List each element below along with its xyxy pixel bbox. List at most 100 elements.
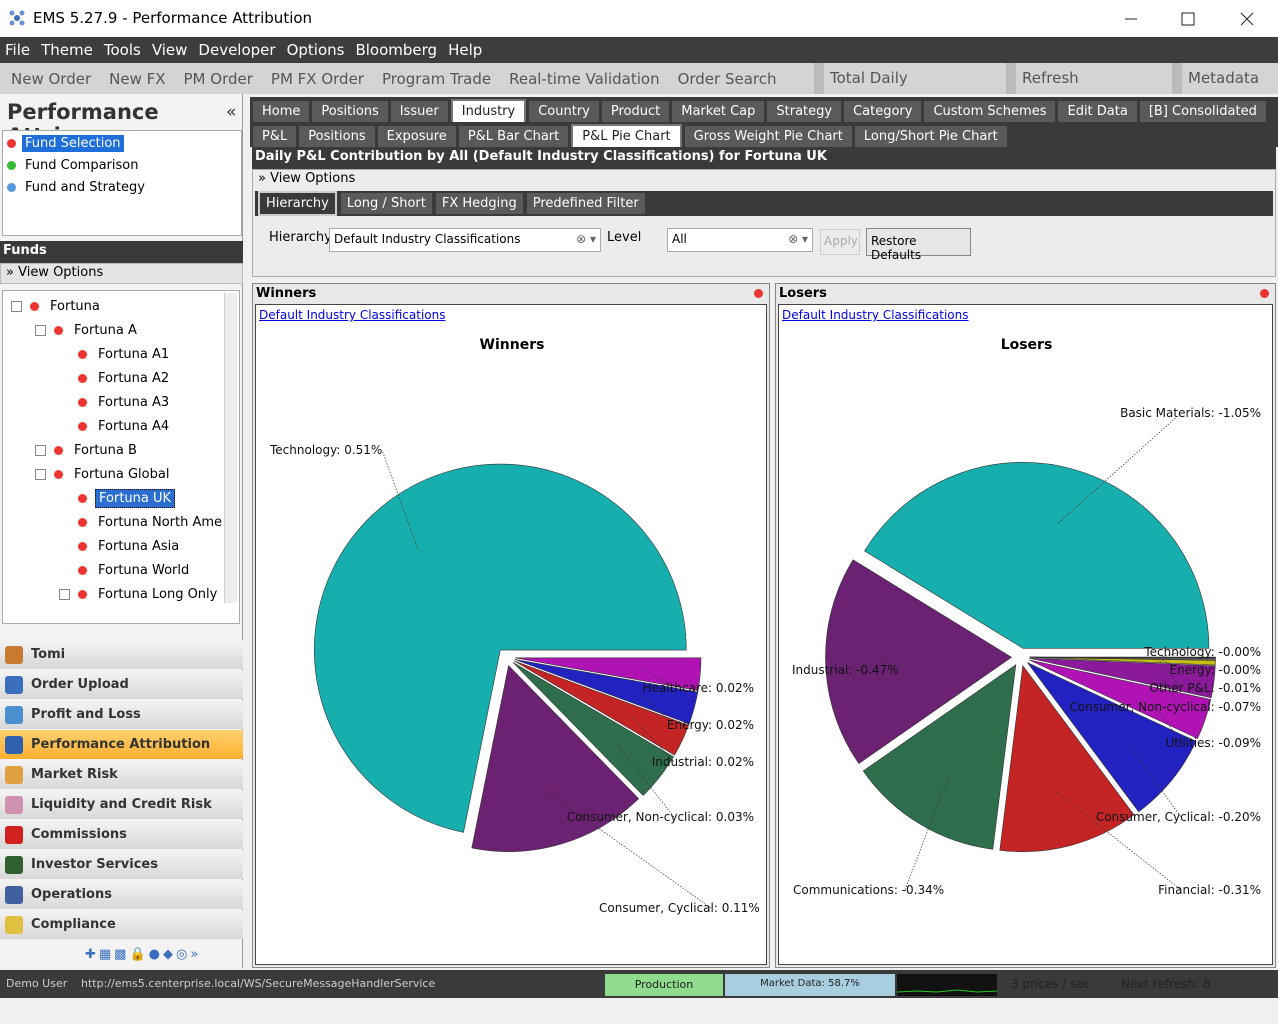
tab[interactable]: Positions (312, 101, 388, 122)
fund-icon (78, 373, 87, 383)
tab[interactable]: Industry (450, 99, 527, 122)
chart-title: Winners (480, 337, 545, 353)
tab[interactable]: Strategy (767, 101, 842, 122)
nav-item[interactable]: Fund Comparison (7, 155, 141, 175)
tab[interactable]: Market Cap (672, 101, 765, 122)
tab[interactable]: Gross Weight Pie Chart (684, 126, 852, 147)
menu-item[interactable]: Options (286, 41, 345, 59)
panel-title: Winners (256, 286, 317, 301)
tree-node[interactable]: Fortuna World (59, 559, 192, 581)
tree-node[interactable]: Fortuna B (35, 439, 140, 461)
tab[interactable]: Issuer (390, 101, 448, 122)
module-button[interactable]: Market Risk (0, 760, 243, 789)
tab[interactable]: Custom Schemes (924, 101, 1056, 122)
module-button[interactable]: Profit and Loss (0, 700, 243, 729)
tree-node[interactable]: Fortuna A4 (59, 415, 172, 437)
tab[interactable]: Positions (299, 126, 375, 147)
collapse-button[interactable]: « (226, 102, 237, 122)
tree-node[interactable]: Fortuna A3 (59, 391, 172, 413)
tree-node[interactable]: Fortuna North Ame (59, 511, 225, 533)
fund-icon (78, 493, 87, 503)
toolbar-button[interactable]: PM Order (183, 69, 253, 88)
toolbar-dropdown[interactable]: Refresh (1022, 69, 1079, 87)
toolbar-button[interactable]: PM FX Order (270, 69, 364, 88)
module-button[interactable]: Performance Attribution (0, 730, 243, 759)
classification-link[interactable]: Default Industry Classifications (782, 308, 969, 322)
clear-dropdown[interactable]: ⊗ ▾ (576, 232, 596, 246)
view-options-toggle[interactable]: » View Options (0, 263, 243, 284)
slice-label: Basic Materials: -1.05% (1120, 406, 1261, 420)
tab[interactable]: FX Hedging (435, 193, 523, 214)
clear-dropdown[interactable]: ⊗ ▾ (788, 232, 808, 246)
tab[interactable]: Category (844, 101, 922, 122)
toolbar-button[interactable]: Real-time Validation (509, 69, 660, 88)
scrollbar[interactable] (224, 293, 237, 603)
toolbar-button[interactable]: Order Search (677, 69, 777, 88)
toolbar-button[interactable]: Program Trade (381, 69, 492, 88)
module-button[interactable]: Liquidity and Credit Risk (0, 790, 243, 819)
close-dot[interactable] (1260, 289, 1269, 298)
nav-item[interactable]: Fund Selection (7, 133, 124, 153)
quick-icons[interactable]: ✚▦▩🔒●◆◎» (85, 947, 202, 962)
fund-icon (30, 301, 39, 311)
classification-link[interactable]: Default Industry Classifications (259, 308, 446, 322)
menu-item[interactable]: Developer (198, 41, 276, 59)
module-button[interactable]: Tomi (0, 640, 243, 669)
menu-item[interactable]: Help (448, 41, 483, 59)
leader-line (881, 660, 905, 671)
module-button[interactable]: Order Upload (0, 670, 243, 699)
tree-node[interactable]: Fortuna A (35, 319, 140, 341)
tree-node[interactable]: Fortuna Long Only (59, 583, 220, 605)
apply-button[interactable]: Apply (820, 229, 860, 255)
tab[interactable]: Country (529, 101, 599, 122)
tree-node[interactable]: Fortuna Asia (59, 535, 182, 557)
expander[interactable] (35, 468, 46, 480)
menu-item[interactable]: Bloomberg (355, 41, 438, 59)
tree-node[interactable]: Fortuna A1 (59, 343, 172, 365)
tree-node[interactable]: Fortuna A2 (59, 367, 172, 389)
tree-node[interactable]: Fortuna Global (35, 463, 172, 485)
toolbar-dropdown[interactable]: Metadata (1188, 69, 1260, 87)
window-controls[interactable] (1115, 8, 1265, 30)
menu-item[interactable]: File (5, 41, 31, 59)
leader-line (1055, 791, 1182, 891)
fund-icon (78, 349, 87, 359)
tab[interactable]: Hierarchy (258, 191, 337, 216)
module-button[interactable]: Investor Services (0, 850, 243, 879)
tab[interactable]: Predefined Filter (526, 193, 645, 214)
tab[interactable]: P&L (253, 126, 297, 147)
tab[interactable]: Long / Short (340, 193, 432, 214)
tab[interactable]: Exposure (377, 126, 456, 147)
expander[interactable] (35, 324, 46, 336)
expander[interactable] (11, 300, 22, 312)
module-button[interactable]: Commissions (0, 820, 243, 849)
view-options-label: View Options (18, 265, 104, 280)
tree-node[interactable]: Fortuna (11, 295, 103, 317)
view-options-toggle[interactable]: » View Options (258, 171, 355, 186)
toolbar-button[interactable]: New Order (11, 69, 92, 88)
level-value: All (672, 232, 687, 246)
tab[interactable]: P&L Bar Chart (458, 126, 569, 147)
nav-item[interactable]: Fund and Strategy (7, 177, 148, 197)
expander[interactable] (35, 444, 46, 456)
tab[interactable]: P&L Pie Chart (571, 124, 682, 147)
menu-item[interactable]: Theme (41, 41, 93, 59)
tab[interactable]: Long/Short Pie Chart (854, 126, 1007, 147)
module-button[interactable]: Compliance (0, 910, 243, 939)
tab[interactable]: Product (601, 101, 670, 122)
level-select[interactable]: All ⊗ ▾ (667, 228, 813, 252)
toolbar-button[interactable]: New FX (109, 69, 166, 88)
close-dot[interactable] (754, 289, 763, 298)
tree-node[interactable]: Fortuna UK (59, 487, 176, 509)
restore-defaults-button[interactable]: Restore Defaults (866, 228, 971, 262)
menu-item[interactable]: View (151, 41, 188, 59)
tab[interactable]: [B] Consolidated (1139, 101, 1266, 122)
slice-label: Consumer, Non-cyclical: 0.03% (567, 810, 754, 824)
module-button[interactable]: Operations (0, 880, 243, 909)
menu-item[interactable]: Tools (103, 41, 141, 59)
tab[interactable]: Edit Data (1058, 101, 1137, 122)
toolbar-dropdown[interactable]: Total Daily (830, 69, 908, 87)
hierarchy-select[interactable]: Default Industry Classifications ⊗ ▾ (329, 228, 601, 252)
expander[interactable] (59, 588, 70, 600)
tab[interactable]: Home (253, 101, 310, 122)
